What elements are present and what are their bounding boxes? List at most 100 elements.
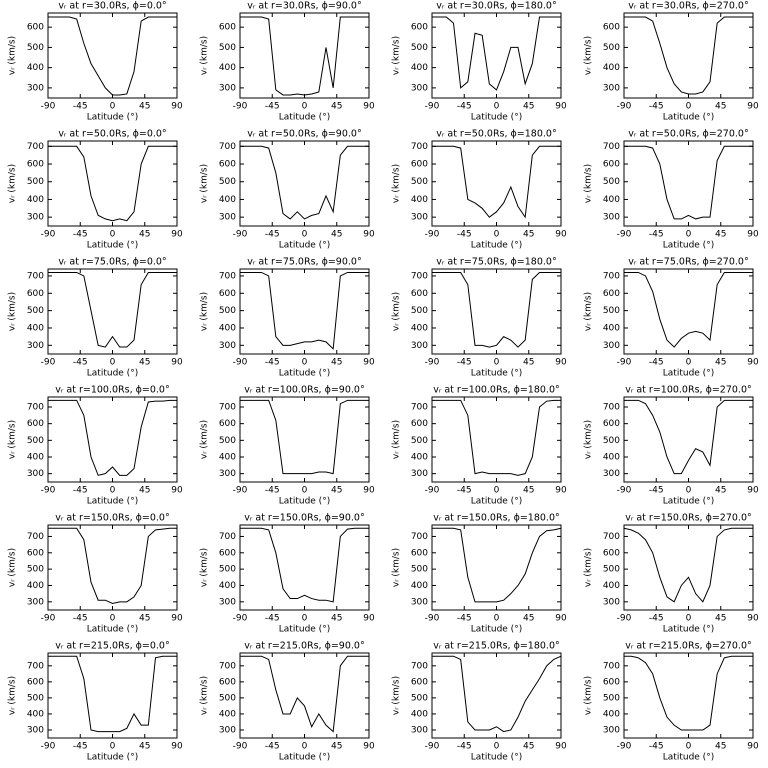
x-tick-label: -90 — [617, 486, 632, 496]
x-tick-label: -90 — [41, 358, 56, 368]
chart-title: vᵣ at r=50.0Rs, ϕ=90.0° — [247, 129, 361, 140]
x-tick-label: -45 — [649, 102, 664, 112]
x-axis-label: Latitude (°) — [87, 241, 138, 251]
y-tick-label: 700 — [27, 661, 44, 671]
data-line — [432, 145, 561, 219]
x-tick-label: 90 — [363, 614, 375, 624]
x-tick-label: -45 — [73, 230, 88, 240]
y-tick-label: 600 — [219, 289, 236, 299]
x-tick-label: 0 — [110, 358, 116, 368]
y-tick-label: 500 — [411, 693, 428, 703]
data-line — [240, 16, 369, 96]
x-tick-label: 45 — [715, 230, 726, 240]
y-tick-label: 300 — [411, 469, 428, 479]
x-axis-label: Latitude (°) — [663, 753, 714, 763]
y-tick-label: 300 — [219, 83, 236, 93]
chart-title: vᵣ at r=50.0Rs, ϕ=0.0° — [58, 129, 166, 140]
y-axis-label: vᵣ (km/s) — [8, 548, 18, 587]
x-tick-label: 90 — [363, 358, 375, 368]
y-axis-label: vᵣ (km/s) — [392, 292, 402, 331]
x-tick-label: 90 — [363, 102, 375, 112]
y-tick-label: 400 — [219, 323, 236, 333]
x-tick-label: -45 — [457, 486, 472, 496]
plot-frame — [623, 268, 754, 355]
plot-frame — [239, 140, 370, 227]
x-tick-label: 0 — [494, 742, 500, 752]
y-tick-label: 500 — [603, 177, 620, 187]
x-axis-label: Latitude (°) — [87, 497, 138, 507]
x-tick-label: 0 — [110, 742, 116, 752]
chart-title: vᵣ at r=100.0Rs, ϕ=270.0° — [625, 385, 752, 396]
x-tick-label: 90 — [171, 614, 183, 624]
y-tick-label: 400 — [219, 581, 236, 591]
chart-title: vᵣ at r=75.0Rs, ϕ=90.0° — [247, 257, 361, 268]
y-tick-label: 500 — [603, 43, 620, 53]
x-tick-label: -90 — [41, 486, 56, 496]
y-tick-label: 500 — [27, 177, 44, 187]
x-axis-label: Latitude (°) — [471, 113, 522, 123]
y-tick-label: 300 — [219, 469, 236, 479]
x-tick-label: -45 — [649, 742, 664, 752]
x-axis-label: Latitude (°) — [471, 625, 522, 635]
y-tick-label: 600 — [27, 677, 44, 687]
y-tick-label: 500 — [219, 177, 236, 187]
chart-title: vᵣ at r=100.0Rs, ϕ=90.0° — [244, 385, 364, 396]
y-tick-label: 300 — [603, 597, 620, 607]
x-tick-label: -45 — [73, 486, 88, 496]
x-tick-label: 45 — [715, 614, 726, 624]
y-axis-label: vᵣ (km/s) — [584, 676, 594, 715]
x-tick-label: 45 — [331, 230, 342, 240]
y-tick-label: 300 — [603, 83, 620, 93]
y-tick-label: 600 — [27, 289, 44, 299]
plot-frame — [239, 652, 370, 739]
chart-title: vᵣ at r=150.0Rs, ϕ=180.0° — [433, 513, 560, 524]
x-tick-label: 45 — [331, 102, 342, 112]
y-tick-label: 400 — [27, 195, 44, 205]
y-tick-label: 600 — [411, 160, 428, 170]
y-tick-label: 600 — [219, 160, 236, 170]
y-tick-label: 700 — [27, 271, 44, 281]
y-tick-label: 300 — [603, 341, 620, 351]
x-tick-label: 90 — [171, 486, 183, 496]
y-tick-label: 700 — [27, 532, 44, 542]
plot-frame — [623, 140, 754, 227]
y-tick-label: 600 — [411, 419, 428, 429]
x-tick-label: 0 — [494, 358, 500, 368]
x-tick-label: 90 — [555, 102, 567, 112]
x-tick-label: -90 — [233, 230, 248, 240]
x-tick-label: 90 — [363, 230, 375, 240]
x-tick-label: 90 — [555, 358, 567, 368]
y-tick-label: 700 — [411, 142, 428, 152]
chart-title: vᵣ at r=215.0Rs, ϕ=180.0° — [433, 641, 560, 652]
y-tick-label: 600 — [219, 23, 236, 33]
data-line — [624, 399, 753, 475]
plot-frame — [623, 12, 754, 99]
x-axis-label: Latitude (°) — [279, 497, 330, 507]
x-tick-label: 45 — [331, 742, 342, 752]
x-tick-label: 45 — [523, 486, 534, 496]
y-axis-label: vᵣ (km/s) — [584, 292, 594, 331]
y-tick-label: 500 — [27, 306, 44, 316]
chart-title: vᵣ at r=30.0Rs, ϕ=180.0° — [436, 1, 556, 12]
x-tick-label: 0 — [302, 742, 308, 752]
chart-title: vᵣ at r=215.0Rs, ϕ=90.0° — [244, 641, 364, 652]
chart-title: vᵣ at r=150.0Rs, ϕ=90.0° — [244, 513, 364, 524]
x-tick-label: 0 — [494, 102, 500, 112]
x-tick-label: 0 — [494, 486, 500, 496]
y-tick-label: 700 — [219, 532, 236, 542]
y-tick-label: 300 — [411, 341, 428, 351]
y-tick-label: 500 — [219, 306, 236, 316]
x-tick-label: 0 — [494, 614, 500, 624]
y-tick-label: 700 — [219, 271, 236, 281]
x-axis-label: Latitude (°) — [663, 625, 714, 635]
x-tick-label: 90 — [747, 102, 759, 112]
y-tick-label: 500 — [603, 693, 620, 703]
y-axis-label: vᵣ (km/s) — [8, 292, 18, 331]
x-tick-label: 45 — [139, 486, 150, 496]
y-tick-label: 400 — [603, 709, 620, 719]
x-tick-label: -90 — [617, 102, 632, 112]
x-tick-label: 90 — [747, 742, 759, 752]
x-tick-label: -45 — [265, 358, 280, 368]
plot-frame — [47, 396, 178, 483]
y-tick-label: 400 — [27, 709, 44, 719]
